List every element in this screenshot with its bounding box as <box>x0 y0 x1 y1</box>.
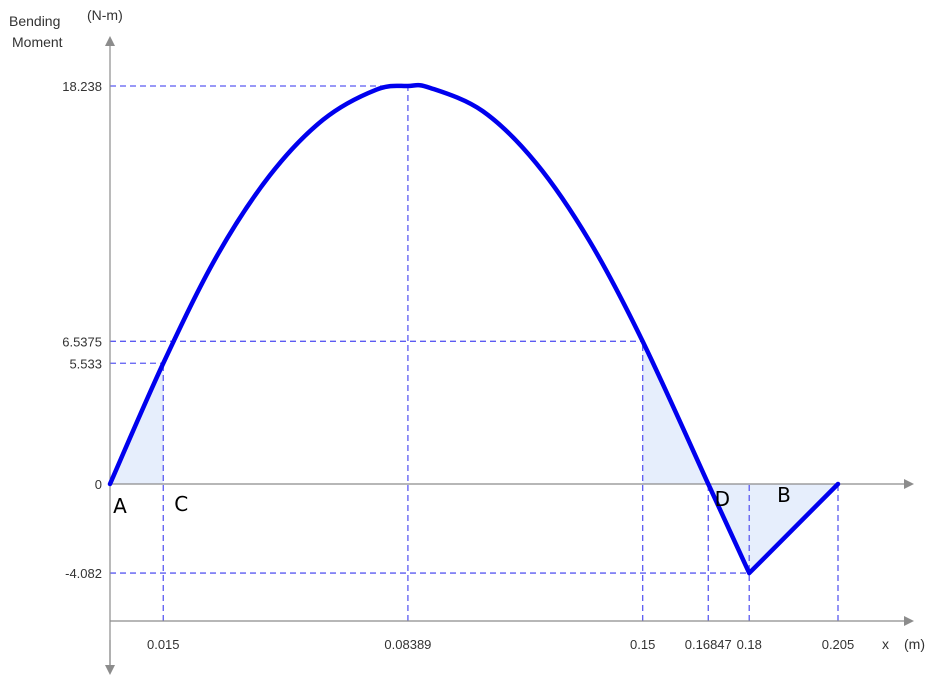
x-tick-label-4: 0.18 <box>737 637 762 652</box>
point-label-c: C <box>174 492 188 516</box>
tick-labels: 0.015 0.08389 0.15 0.16847 0.18 0.205 18.238 6.… <box>62 79 854 652</box>
y-tick-label-1: 6.5375 <box>62 334 102 349</box>
x-axis-title: x <box>882 636 889 652</box>
x-tick-label-3: 0.16847 <box>685 637 732 652</box>
bending-moment-curve <box>107 82 841 576</box>
y-axis-title-line1: Bending <box>9 13 60 29</box>
y-axis-unit: (N-m) <box>87 7 123 23</box>
shaded-regions <box>110 341 838 574</box>
x-axis-unit: (m) <box>904 636 925 652</box>
x-tick-label-1: 0.08389 <box>384 637 431 652</box>
y-tick-label-3: 0 <box>95 477 102 492</box>
guide-lines <box>110 85 839 621</box>
x-tick-label-0: 0.015 <box>147 637 180 652</box>
y-tick-label-0: 18.238 <box>62 79 102 94</box>
point-label-d: D <box>715 487 730 511</box>
point-label-b: B <box>777 483 791 507</box>
y-axis-title-line2: Moment <box>12 34 63 50</box>
x-tick-label-5: 0.205 <box>822 637 855 652</box>
point-label-a: A <box>113 494 127 518</box>
y-tick-label-4: -4.082 <box>65 566 102 581</box>
x-tick-label-2: 0.15 <box>630 637 655 652</box>
y-tick-label-2: 5.533 <box>69 356 102 371</box>
